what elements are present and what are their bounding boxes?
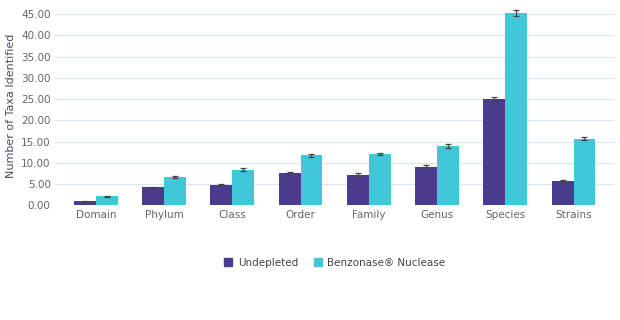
Y-axis label: Number of Taxa Identified: Number of Taxa Identified: [6, 33, 16, 178]
Bar: [437, 146, 459, 205]
Bar: [164, 177, 186, 205]
Bar: [279, 173, 301, 205]
Legend: Undepleted, Benzonase® Nuclease: Undepleted, Benzonase® Nuclease: [220, 254, 450, 272]
Bar: [96, 196, 118, 205]
Bar: [210, 185, 232, 205]
Bar: [484, 99, 505, 205]
Bar: [369, 154, 391, 205]
Bar: [574, 139, 595, 205]
Bar: [552, 181, 574, 205]
Bar: [505, 13, 527, 205]
Bar: [232, 170, 254, 205]
Bar: [142, 188, 164, 205]
Bar: [347, 175, 369, 205]
Bar: [301, 155, 322, 205]
Bar: [415, 167, 437, 205]
Bar: [74, 201, 96, 205]
